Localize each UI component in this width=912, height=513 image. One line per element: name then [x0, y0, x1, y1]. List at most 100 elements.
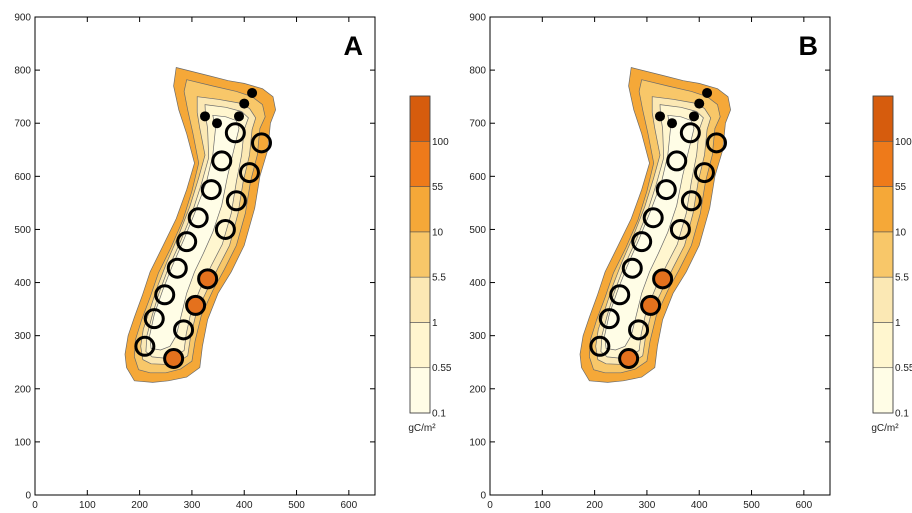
colorbar-label: 10: [895, 227, 907, 238]
x-tick-label: 300: [184, 500, 201, 511]
panel-b: 0 100 200 300 400 500 600 0 100 200 300 400 500 600 70…: [469, 13, 912, 512]
open-circle-marker: [598, 308, 620, 330]
x-tick-label: 200: [586, 500, 603, 511]
colorbar-segment: [409, 322, 431, 369]
y-tick-label: 200: [469, 384, 486, 395]
colorbar-label: 10: [432, 227, 444, 238]
filled-circle-marker: [618, 348, 640, 370]
colorbar-segment: [872, 95, 894, 142]
colorbar-segment: [872, 322, 894, 369]
colorbar-segment: [409, 367, 431, 414]
open-circle-marker: [176, 231, 198, 253]
panel-letter: A: [344, 31, 364, 61]
y-tick-label: 300: [469, 331, 486, 342]
y-tick-label: 100: [14, 437, 31, 448]
open-circle-marker: [200, 179, 222, 201]
colorbar-label: 100: [895, 137, 912, 148]
open-circle-marker: [666, 150, 688, 172]
open-circle-marker: [173, 319, 195, 341]
x-tick-label: 0: [487, 500, 493, 511]
panel-letter: B: [799, 31, 819, 61]
colorbar-label: 0.55: [432, 363, 452, 374]
open-circle-marker: [679, 122, 701, 144]
y-tick-label: 400: [14, 278, 31, 289]
panel-a: 0 100 200 300 400 500 600 0 100 200 300 400 500 600 70…: [14, 13, 452, 512]
open-circle-marker: [589, 335, 611, 357]
x-tick-label: 100: [79, 500, 96, 511]
colorbar-label: 1: [432, 318, 438, 329]
y-tick-label: 0: [480, 491, 486, 502]
y-tick-label: 900: [14, 13, 31, 24]
open-circle-marker: [680, 190, 702, 212]
colorbar-segment: [872, 367, 894, 414]
y-tick-label: 600: [14, 172, 31, 183]
open-circle-marker: [211, 150, 233, 172]
colorbar-segment: [409, 231, 431, 278]
open-circle-marker: [628, 319, 650, 341]
colorbar-segment: [872, 231, 894, 278]
filled-circle-marker: [163, 348, 185, 370]
x-tick-label: 600: [341, 500, 358, 511]
colorbar-segment: [872, 140, 894, 187]
open-circle-marker: [669, 218, 691, 240]
filled-circle-marker: [640, 294, 662, 316]
colorbar-label: 0.55: [895, 363, 912, 374]
colorbar-label: 1: [895, 318, 901, 329]
open-circle-marker: [642, 207, 664, 229]
colorbar-label: 0.1: [432, 409, 446, 420]
y-tick-label: 900: [469, 13, 486, 24]
colorbar-frame: [409, 95, 431, 414]
turbine-dot: [689, 111, 699, 122]
y-tick-label: 500: [469, 225, 486, 236]
colorbar-label: 55: [895, 182, 907, 193]
y-tick-label: 500: [14, 225, 31, 236]
open-circle-marker: [655, 179, 677, 201]
colorbar-label: 0.1: [895, 409, 909, 420]
open-circle-marker: [609, 284, 631, 306]
turbine-dot: [667, 118, 678, 129]
x-tick-label: 100: [534, 500, 551, 511]
turbine-dot: [694, 98, 705, 109]
colorbar-segment: [872, 186, 894, 233]
colorbar-segment: [409, 140, 431, 187]
open-circle-marker: [214, 218, 236, 240]
x-tick-label: 400: [236, 500, 253, 511]
open-circle-marker: [166, 257, 188, 279]
x-tick-label: 400: [691, 500, 708, 511]
colorbar-label: 55: [432, 182, 444, 193]
open-circle-marker: [154, 284, 176, 306]
y-tick-label: 0: [25, 491, 31, 502]
x-tick-label: 0: [32, 500, 38, 511]
y-tick-label: 100: [469, 437, 486, 448]
turbine-dot: [702, 87, 713, 98]
colorbar-label: 100: [432, 137, 449, 148]
colorbar-segment: [409, 186, 431, 233]
open-circle-marker: [224, 122, 246, 144]
y-tick-label: 300: [14, 331, 31, 342]
y-tick-label: 700: [14, 119, 31, 130]
open-circle-marker: [621, 257, 643, 279]
filled-circle-marker: [197, 268, 219, 290]
colorbar-segment: [409, 276, 431, 323]
y-tick-label: 700: [469, 119, 486, 130]
open-circle-marker: [705, 132, 727, 154]
x-tick-label: 200: [131, 500, 148, 511]
colorbar-segment: [872, 276, 894, 323]
y-tick-label: 800: [469, 66, 486, 77]
y-tick-label: 800: [14, 66, 31, 77]
colorbar-label: 5.5: [432, 273, 446, 284]
colorbar-frame: [872, 95, 894, 414]
colorbar-label: 5.5: [895, 273, 909, 284]
turbine-dot: [247, 87, 258, 98]
open-circle-marker: [187, 207, 209, 229]
x-tick-label: 500: [288, 500, 305, 511]
filled-circle-marker: [185, 294, 207, 316]
y-tick-label: 400: [469, 278, 486, 289]
turbine-dot: [212, 118, 223, 129]
y-tick-label: 200: [14, 384, 31, 395]
open-circle-marker: [134, 335, 156, 357]
turbine-dot: [655, 111, 665, 122]
filled-circle-marker: [652, 268, 674, 290]
plot-frame: [34, 16, 376, 496]
